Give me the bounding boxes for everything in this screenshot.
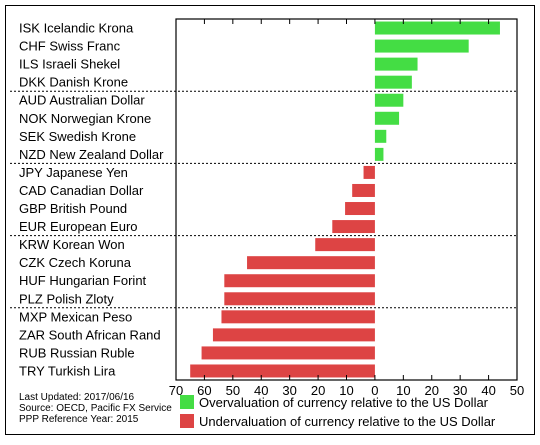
category-label: CZK Czech Koruna [19,255,132,270]
category-label: JPY Japanese Yen [19,165,128,180]
category-label: AUD Australian Dollar [19,93,145,108]
bar [363,165,375,179]
bar [352,183,375,197]
category-label: TRY Turkish Lira [19,363,116,378]
category-label: NOK Norwegian Krone [19,111,151,126]
x-tick-label: 30 [453,383,467,398]
bar [224,274,375,288]
category-label: MXP Mexican Peso [19,309,132,324]
bar [201,346,375,360]
x-tick-label: 20 [311,383,325,398]
legend-swatch [180,414,194,428]
category-label: HUF Hungarian Forint [19,273,147,288]
category-label: EUR European Euro [19,219,138,234]
x-tick-label: 10 [339,383,353,398]
plot-border [175,18,518,381]
x-tick-label: 40 [254,383,268,398]
category-label: KRW Korean Won [19,237,125,252]
legend-label: Overvaluation of currency relative to th… [199,395,489,410]
outer-frame [5,5,535,435]
bar [190,364,375,378]
category-label: NZD New Zealand Dollar [19,147,164,162]
bar [332,220,375,234]
chart-note: Last Updated: 2017/06/16 [19,392,135,403]
x-tick-label: 60 [197,383,211,398]
x-tick-label: 10 [396,383,410,398]
bar [224,292,375,306]
bar [315,238,375,252]
category-label: ISK Icelandic Krona [19,21,134,36]
bar [374,111,400,125]
x-tick-label: 0 [371,383,378,398]
legend-swatch [180,395,194,409]
bar [374,21,500,35]
category-labels: ISK Icelandic Krona CHF Swiss Franc ILS Is… [19,21,164,379]
bars-layer [190,21,500,378]
bar [212,328,375,342]
category-label: DKK Danish Krone [19,75,128,90]
bar [374,93,404,107]
bar [374,39,469,53]
x-tick-label: 40 [481,383,495,398]
bar [247,256,375,270]
category-label: PLZ Polish Zloty [19,291,114,306]
category-label: CHF Swiss Franc [19,39,121,54]
bar [221,310,375,324]
x-axis: 70 60 50 40 30 20 10 0 10 20 30 40 50 [169,19,524,398]
category-label: SEK Swedish Krone [19,129,136,144]
x-tick-label: 70 [169,383,183,398]
category-label: GBP British Pound [19,201,127,216]
bar [374,75,412,89]
x-tick-label: 50 [510,383,524,398]
chart-note: PPP Reference Year: 2015 [19,414,139,425]
bar [374,129,387,143]
category-label: ZAR South African Rand [19,327,161,342]
legend: Overvaluation of currency relative to th… [180,395,496,429]
category-label: CAD Canadian Dollar [19,183,144,198]
x-tick-label: 30 [282,383,296,398]
x-tick-label: 20 [425,383,439,398]
group-separators [10,90,517,309]
category-label: RUB Russian Ruble [19,345,135,360]
category-label: ILS Israeli Shekel [19,57,120,72]
bar [345,202,375,216]
bar [374,57,418,71]
x-tick-label: 50 [226,383,240,398]
bar [374,147,384,161]
chart-note: Source: OECD, Pacific FX Service [19,403,172,414]
legend-label: Undervaluation of currency relative to t… [199,414,496,429]
